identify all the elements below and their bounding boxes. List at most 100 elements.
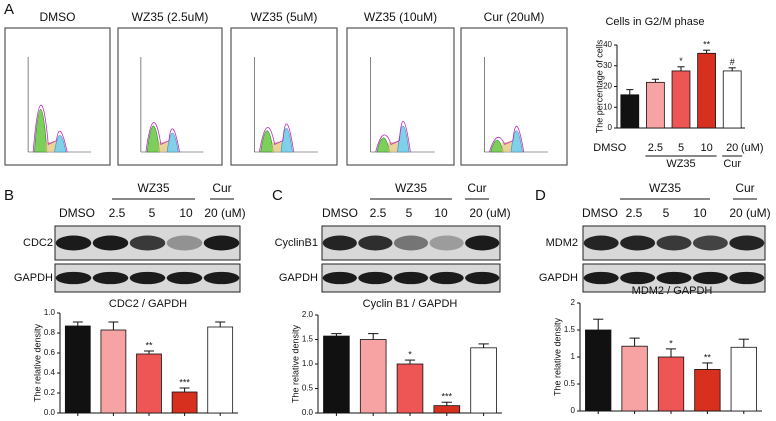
significance: * [679,56,683,66]
lane-label: 5 [663,206,670,220]
x-tick-label: 20 [726,142,738,154]
flow-title: WZ35 (2.5uM) [132,10,209,24]
row-label: GAPDH [14,272,53,284]
y-tick-label: 0.8 [44,328,56,337]
y-tick-label: 30 [603,61,612,70]
significance: *** [179,377,190,387]
lane-label: DMSO [59,206,95,220]
y-tick-label: 40 [603,40,612,49]
blot-band [729,235,765,251]
bar [433,405,461,414]
x-tick-label: 5 [678,142,684,154]
blot-band [203,271,240,285]
y-tick-label: 0 [571,406,576,415]
flow-title: DMSO [40,10,76,24]
y-tick-label: 0 [608,123,613,132]
blot-band [129,235,166,251]
significance: * [669,338,673,348]
blot-band [656,235,692,251]
y-tick-label: 0.5 [564,379,576,388]
blot-band [393,271,429,285]
lane-label: 5 [149,206,156,220]
group-label: WZ35 [649,181,681,195]
significance: ** [703,40,711,50]
bar [359,339,387,414]
flow-title: WZ35 (5uM) [251,10,318,24]
lane-label: 10 [179,206,193,220]
flow-g2 [166,132,179,153]
blot-band [358,271,393,285]
lane-label: 2.5 [109,206,126,220]
bar [585,329,612,412]
bar [396,363,424,414]
bar [136,353,162,414]
group-label: Cur [723,158,741,170]
y-tick-label: 20 [603,82,612,91]
blot-band [203,235,240,251]
group-label: Cur [735,181,754,195]
blot-band [656,271,692,285]
flow-title: WZ35 (10uM) [364,10,437,24]
y-tick-label: 1.5 [564,325,576,334]
blot-band [358,235,393,251]
bar [730,346,757,412]
chart-title: Cyclin B1 / GAPDH [363,298,458,310]
blot-band [92,235,129,251]
blot-band [429,235,464,251]
row-label: GAPDH [279,272,318,284]
bar [620,94,640,129]
row-label: CDC2 [23,237,53,249]
blot-band [55,271,92,285]
bar [207,326,234,414]
y-tick-label: 0.0 [302,408,314,417]
y-tick-label: 2 [571,298,576,307]
row-label: MDM2 [546,237,578,249]
y-axis-label: The relative density [32,323,42,402]
bar [470,347,497,414]
x-tick-label: DMSO [593,142,626,154]
blot-band [166,271,203,285]
x-tick-label: 10 [700,142,712,154]
group-label: WZ35 [137,181,169,195]
blot-band [393,235,429,251]
flow-fit [259,123,295,153]
chart-title: Cells in G2/M phase [605,16,704,28]
y-axis-label: The percentage of cells [594,39,604,133]
group-label: WZ35 [666,158,695,170]
flow-g2 [510,130,523,153]
lane-label: 20 (uM) [204,206,245,220]
blot-band [92,271,129,285]
group-label: WZ35 [395,181,427,195]
blot-band [429,271,464,285]
y-tick-label: 0.2 [44,388,56,397]
significance: ** [704,352,712,362]
lane-label: 2.5 [626,206,643,220]
y-tick-label: 0.6 [44,348,56,357]
flow-fit [375,120,411,153]
blot-band [620,235,656,251]
bar [671,70,691,129]
lane-label: DMSO [582,206,618,220]
bar [171,391,198,414]
significance: * [408,349,412,359]
flow-fit [32,104,68,153]
panel-letter: C [272,187,283,204]
significance: *** [442,392,453,402]
blot-band [465,271,500,285]
y-axis-label: The relative density [290,324,300,403]
row-label: CyclinB1 [275,237,318,249]
blot-band [322,271,357,285]
lane-label: 10 [434,206,448,220]
bar [64,325,91,414]
blot-band [692,271,728,285]
blot-band [692,235,728,251]
bar [697,52,716,129]
bar [722,70,742,129]
y-tick-label: 2.0 [302,310,314,319]
flow-title: Cur (20uM) [484,10,545,24]
group-label: Cur [467,181,486,195]
blot-band [729,271,765,285]
blot-band [166,235,203,251]
group-label: Cur [212,181,231,195]
